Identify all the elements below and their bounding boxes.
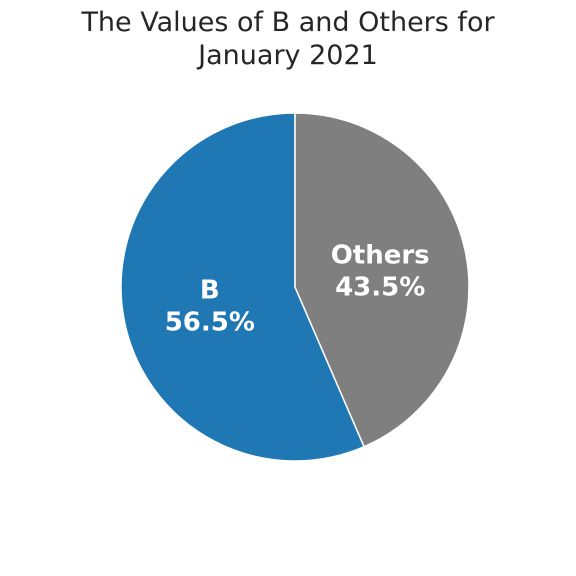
slice-label-b: B 56.5%	[165, 276, 255, 338]
slice-name-others: Others	[331, 240, 430, 270]
pie-slice-others	[294, 112, 470, 448]
slice-percent-others: 43.5%	[335, 272, 425, 302]
slice-label-others: Others 43.5%	[331, 240, 430, 302]
chart-title: The Values of B and Others for January 2…	[81, 7, 495, 71]
slice-percent-b: 56.5%	[165, 308, 255, 338]
pie-slice-b	[120, 112, 366, 462]
slice-name-b: B	[200, 276, 220, 306]
